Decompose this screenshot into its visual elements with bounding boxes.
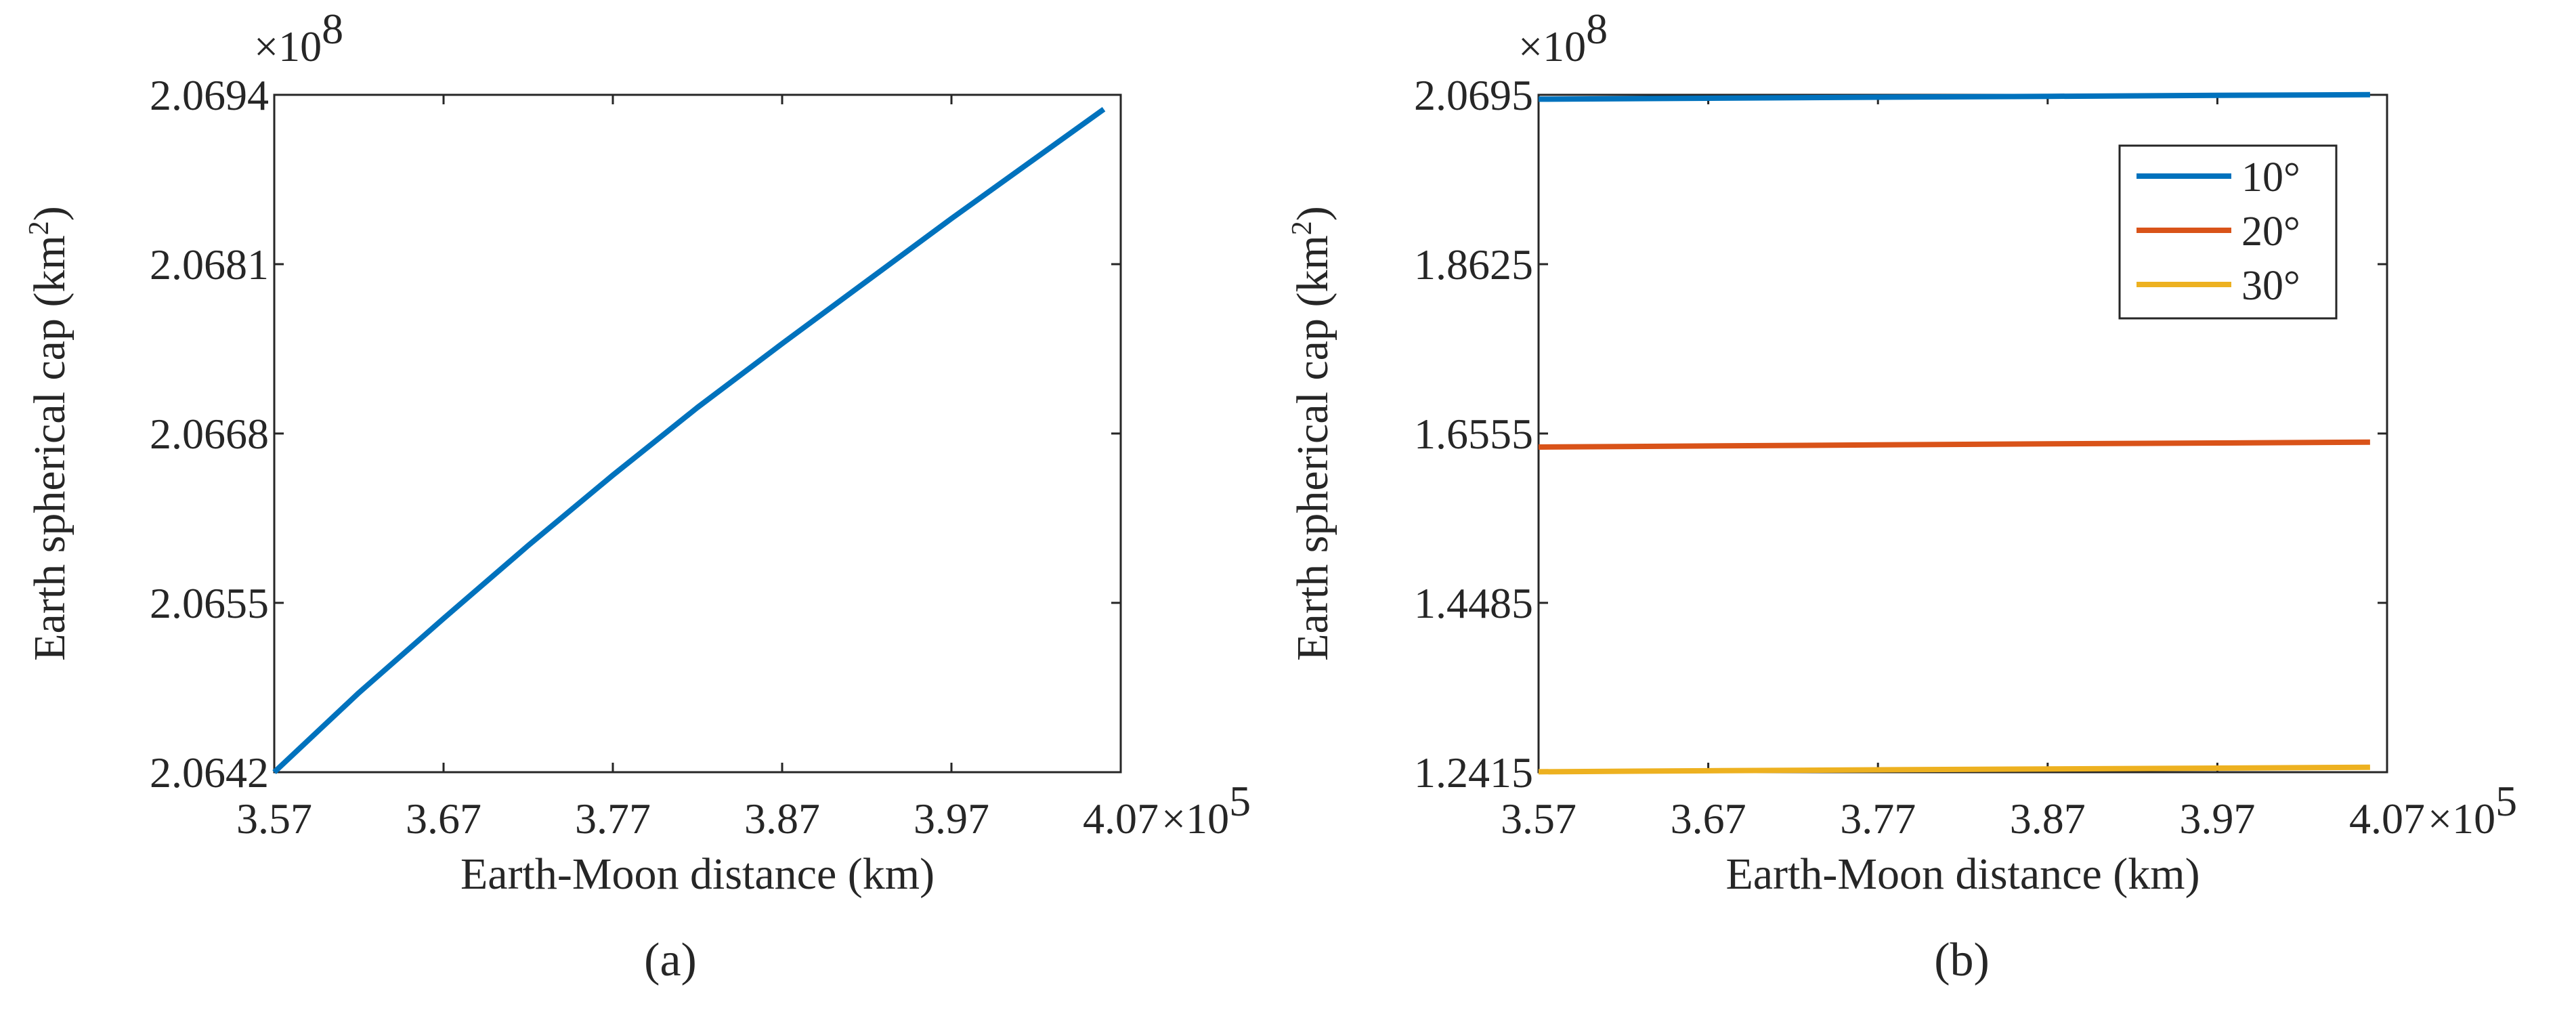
legend: 10° 20° 30° — [2118, 144, 2338, 320]
x-tick-label: 3.97 — [914, 795, 989, 843]
x-tick-label: 3.57 — [1501, 795, 1576, 843]
x-axis-label: Earth-Moon distance (km) — [1725, 849, 2199, 899]
x-tick-label: 3.87 — [2010, 795, 2086, 843]
x-tick-label: 3.77 — [575, 795, 651, 843]
series-line-3 — [1538, 764, 2370, 775]
x-multiplier-exponent: 5 — [2495, 777, 2517, 825]
chart-panel-b: 3.57 3.67 3.77 3.87 3.97 4.07 1.2415 1.4485 1.65… — [1287, 5, 2517, 986]
y-tick-label: 1.6555 — [1414, 410, 1533, 458]
y-multiplier-exponent: 8 — [322, 5, 343, 53]
y-tick-label: 2.0695 — [1414, 71, 1533, 119]
y-tick-label: 2.0655 — [150, 579, 269, 627]
y-axis-label: Earth spherical cap (km2) — [24, 206, 74, 661]
y-tick-label: 2.0681 — [150, 240, 269, 289]
x-tick-label: 3.87 — [744, 795, 820, 843]
x-tick-label: 3.77 — [1840, 795, 1916, 843]
x-tick-label: 3.67 — [406, 795, 481, 843]
x-tick-label: 3.97 — [2179, 795, 2255, 843]
x-tick-label: 4.07 — [2349, 795, 2425, 843]
y-tick-label: 1.4485 — [1414, 579, 1533, 627]
series-line-1 — [272, 106, 1106, 774]
x-tick-label: 4.07 — [1083, 795, 1159, 843]
x-tick-label: 3.67 — [1671, 795, 1746, 843]
y-tick-label: 2.0668 — [150, 410, 269, 458]
axes-box — [273, 93, 1122, 774]
y-axis-label: Earth spherical cap (km2) — [1287, 206, 1337, 661]
x-tick-label: 3.57 — [236, 795, 312, 843]
y-multiplier: ×108 — [1518, 5, 1608, 70]
legend-label: 10° — [2241, 154, 2300, 200]
x-multiplier-exponent: 5 — [1229, 777, 1251, 825]
legend-label: 30° — [2241, 263, 2300, 309]
x-multiplier: ×105 — [1161, 777, 1251, 843]
x-axis-label: Earth-Moon distance (km) — [460, 849, 935, 899]
y-tick-label: 2.0642 — [150, 748, 269, 797]
panel-caption: (a) — [644, 934, 697, 986]
x-multiplier: ×105 — [2428, 777, 2517, 843]
chart-panel-a: 3.57 3.67 3.77 3.87 3.97 4.07 2.0642 2.0655 2.06… — [24, 5, 1251, 986]
y-tick-label: 2.0694 — [150, 71, 269, 119]
legend-label: 20° — [2241, 209, 2300, 255]
y-tick-label: 1.2415 — [1414, 748, 1533, 797]
y-tick-label: 1.8625 — [1414, 240, 1533, 289]
y-multiplier-exponent: 8 — [1586, 5, 1608, 53]
panel-caption: (b) — [1934, 934, 1990, 986]
y-multiplier: ×108 — [254, 5, 343, 70]
series-line-1 — [1538, 91, 2370, 102]
series-line-2 — [1538, 439, 2370, 450]
